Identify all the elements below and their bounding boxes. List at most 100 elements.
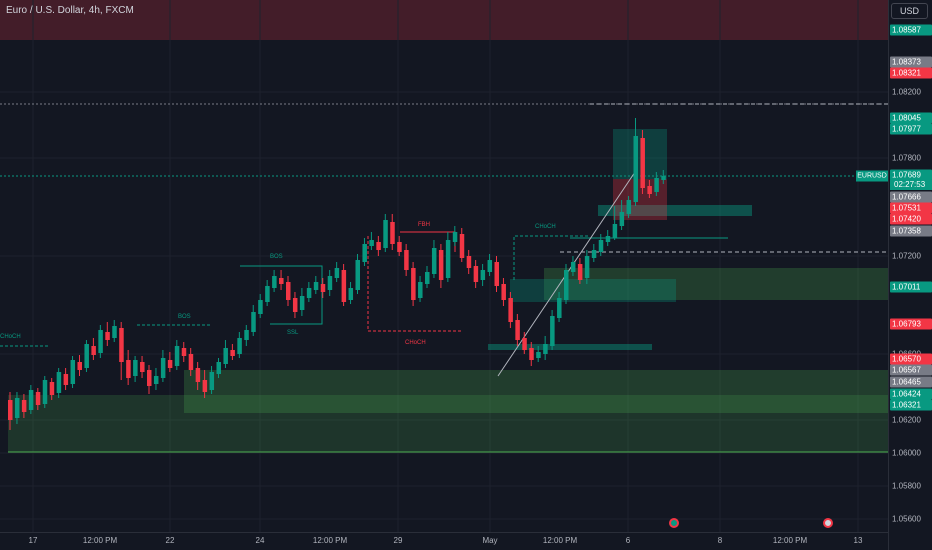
demand-zone-mid: [184, 370, 888, 413]
candle-body: [167, 360, 173, 368]
candle-body: [119, 328, 124, 362]
candle-body: [376, 242, 381, 250]
candle-body: [473, 266, 479, 282]
candle-body: [619, 212, 625, 226]
candle-body: [223, 348, 228, 364]
candle-body: [466, 256, 472, 268]
candle-body: [612, 224, 618, 238]
candle-body: [244, 330, 249, 340]
candle-body: [536, 352, 541, 358]
price-label: 1.08373: [890, 56, 932, 68]
price-tick: 1.08200: [892, 87, 921, 97]
time-label: 13: [853, 536, 863, 545]
candle-body: [299, 296, 305, 310]
candle-body: [8, 400, 13, 420]
candle-body: [237, 338, 242, 354]
event-icon-earnings[interactable]: [669, 518, 679, 528]
candle-body: [160, 358, 166, 378]
time-label: 29: [393, 536, 403, 545]
price-tick: 1.06200: [892, 415, 921, 425]
price-tick: 1.07800: [892, 153, 921, 163]
candle-body: [445, 240, 451, 278]
candle-body: [557, 298, 562, 318]
candle-body: [459, 234, 465, 258]
symbol-title[interactable]: Euro / U.S. Dollar, 4h, FXCM: [6, 5, 134, 16]
candle-body: [28, 390, 34, 410]
candle-body: [14, 398, 20, 418]
price-axis[interactable]: 1.08200 1.07800 1.07200 1.06600 1.06200 …: [888, 0, 932, 550]
candle-body: [209, 372, 215, 390]
candle-body: [661, 176, 666, 180]
candle-body: [418, 282, 423, 298]
chart-area[interactable]: CHoCH BOS BOS SSL CHoCH FBH CHoCH Euro /…: [0, 0, 888, 532]
time-axis[interactable]: 17 12:00 PM 22 24 12:00 PM 29 May 12:00 …: [0, 532, 888, 550]
price-tick: 1.05600: [892, 514, 921, 524]
event-icon-us-flag[interactable]: [823, 518, 833, 528]
candle-body: [529, 348, 534, 360]
supply-zone-top: [0, 0, 888, 40]
candle-body: [438, 250, 444, 280]
price-label: 1.07666: [890, 191, 932, 203]
price-tick: 1.06000: [892, 448, 921, 458]
candle-body: [63, 374, 69, 385]
price-label: 1.08321: [890, 67, 932, 79]
candle-body: [84, 344, 89, 368]
candle-body: [286, 282, 291, 300]
candle-body: [369, 240, 374, 246]
candlesticks: [8, 118, 666, 430]
candle-body: [181, 348, 187, 356]
candle-body: [480, 270, 486, 280]
candle-body: [153, 376, 159, 384]
candle-body: [654, 178, 659, 192]
price-tick: 1.05800: [892, 481, 921, 491]
candle-body: [216, 362, 221, 374]
price-label: 1.07420: [890, 213, 932, 225]
candle-body: [112, 326, 117, 338]
ob-block: [598, 205, 752, 216]
time-label: 22: [165, 536, 175, 545]
price-label: 1.06570: [890, 353, 932, 365]
candle-body: [397, 242, 402, 252]
candle-body: [515, 320, 520, 340]
candle-body: [327, 276, 333, 290]
long-position-target: [613, 129, 667, 179]
candle-body: [98, 330, 103, 353]
candle-body: [390, 222, 395, 244]
demand-zone-small: [510, 279, 676, 302]
candle-body: [56, 372, 62, 393]
candle-body: [195, 368, 201, 382]
currency-button[interactable]: USD: [891, 3, 928, 19]
time-label: 8: [717, 536, 723, 545]
candle-body: [313, 282, 319, 290]
candle-body: [133, 360, 138, 376]
price-label: 1.07358: [890, 225, 932, 237]
candle-body: [543, 344, 548, 354]
candle-body: [147, 370, 152, 386]
candle-body: [35, 392, 41, 405]
candle-body: [640, 138, 645, 188]
candle-body: [70, 360, 76, 384]
candle-body: [425, 272, 430, 284]
price-label: 1.06793: [890, 318, 932, 330]
price-label: 1.06424: [890, 388, 932, 400]
candle-body: [591, 250, 597, 258]
candle-body: [570, 262, 576, 272]
price-label: 1.08045: [890, 112, 932, 124]
candle-body: [279, 278, 284, 284]
candle-body: [355, 260, 360, 290]
label-choch-mid: CHoCH: [405, 340, 426, 346]
price-chart[interactable]: CHoCH BOS BOS SSL CHoCH FBH CHoCH: [0, 0, 888, 532]
price-label: 1.06567: [890, 364, 932, 376]
candle-body: [577, 264, 583, 280]
candle-body: [487, 260, 493, 272]
label-choch-right: CHoCH: [535, 224, 556, 230]
candle-body: [292, 298, 298, 312]
candle-body: [362, 244, 367, 262]
bar-countdown: 02:27:53: [890, 180, 932, 190]
candle-body: [140, 362, 145, 372]
time-label: 6: [625, 536, 631, 545]
candle-body: [501, 284, 506, 300]
candle-body: [251, 312, 256, 332]
time-label: 12:00 PM: [312, 536, 348, 545]
candle-body: [348, 288, 354, 300]
